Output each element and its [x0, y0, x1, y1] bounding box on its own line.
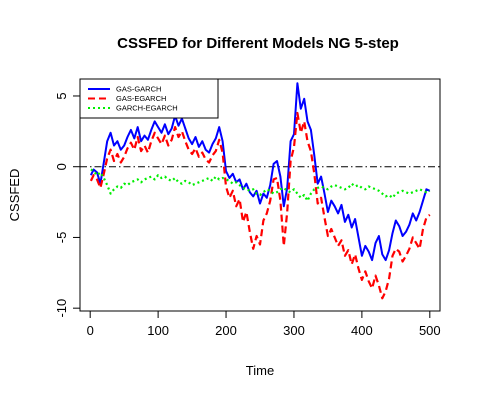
legend-label: GAS-GARCH: [116, 85, 161, 94]
y-tick-label: -10: [54, 299, 69, 318]
x-tick-label: 0: [87, 323, 94, 338]
chart-title: CSSFED for Different Models NG 5-step: [117, 35, 399, 52]
x-tick-label: 100: [147, 323, 169, 338]
x-tick-label: 300: [283, 323, 305, 338]
series-line-garch-egarch: [90, 168, 431, 202]
y-tick-label: 5: [54, 92, 69, 99]
x-tick-label: 200: [215, 323, 237, 338]
x-tick-label: 500: [419, 323, 441, 338]
x-axis-label: Time: [246, 363, 274, 378]
y-tick-label: 0: [54, 163, 69, 170]
series-line-gas-egarch: [89, 111, 431, 300]
y-tick-label: -5: [54, 232, 69, 244]
x-tick-label: 400: [351, 323, 373, 338]
legend-label: GARCH-EGARCH: [116, 104, 178, 113]
series-layer: [89, 82, 431, 300]
x-axis: 0 100 200 300 400 500: [87, 310, 441, 338]
y-axis: -10 -5 0 5: [54, 92, 81, 318]
series-line-gas-garch: [89, 82, 431, 262]
legend-label: GAS-EGARCH: [116, 94, 166, 103]
y-axis-label: CSSFED: [7, 169, 22, 222]
